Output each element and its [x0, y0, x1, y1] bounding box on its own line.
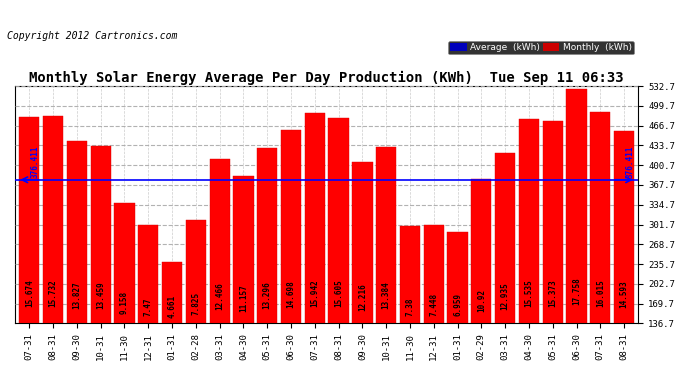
Bar — [376, 147, 396, 323]
Bar — [305, 113, 325, 323]
Bar — [495, 153, 515, 323]
Bar — [162, 262, 182, 323]
Text: 376.411: 376.411 — [625, 146, 634, 178]
Text: 15.535: 15.535 — [524, 279, 533, 307]
Text: 7.825: 7.825 — [191, 292, 200, 315]
Bar — [400, 226, 420, 323]
Bar — [519, 118, 539, 323]
Bar — [186, 220, 206, 323]
Bar — [566, 89, 586, 323]
Text: 12.935: 12.935 — [501, 282, 510, 310]
Text: 15.942: 15.942 — [310, 279, 319, 307]
Bar — [67, 141, 87, 323]
Bar — [257, 148, 277, 323]
Text: 15.373: 15.373 — [549, 279, 558, 307]
Text: 376.411: 376.411 — [30, 146, 39, 178]
Bar — [614, 131, 634, 323]
Text: 7.38: 7.38 — [406, 297, 415, 316]
Text: 12.216: 12.216 — [358, 283, 367, 310]
Bar — [43, 116, 63, 323]
Text: 12.466: 12.466 — [215, 282, 224, 310]
Text: 7.448: 7.448 — [429, 292, 438, 315]
Text: 6.959: 6.959 — [453, 293, 462, 316]
Text: 15.674: 15.674 — [25, 279, 34, 307]
Bar — [210, 159, 230, 323]
Text: 13.384: 13.384 — [382, 282, 391, 309]
Bar — [138, 225, 159, 323]
Text: 11.157: 11.157 — [239, 284, 248, 312]
Text: 14.698: 14.698 — [286, 280, 295, 308]
Text: Copyright 2012 Cartronics.com: Copyright 2012 Cartronics.com — [7, 32, 177, 41]
Bar — [471, 180, 491, 323]
Text: 9.158: 9.158 — [120, 291, 129, 314]
Title: Monthly Solar Energy Average Per Day Production (KWh)  Tue Sep 11 06:33: Monthly Solar Energy Average Per Day Pro… — [30, 71, 624, 85]
Bar — [424, 225, 444, 323]
Text: 15.732: 15.732 — [48, 279, 57, 307]
Text: 14.593: 14.593 — [620, 280, 629, 308]
Bar — [542, 121, 563, 323]
Bar — [19, 117, 39, 323]
Bar — [353, 162, 373, 323]
Text: 13.827: 13.827 — [72, 281, 81, 309]
Text: 10.92: 10.92 — [477, 289, 486, 312]
Bar — [590, 112, 611, 323]
Text: 13.296: 13.296 — [263, 282, 272, 309]
Bar — [233, 176, 253, 323]
Bar — [115, 202, 135, 323]
Text: 4.661: 4.661 — [168, 296, 177, 318]
Bar — [281, 130, 301, 323]
Text: 13.459: 13.459 — [96, 282, 105, 309]
Text: 15.605: 15.605 — [334, 279, 343, 307]
Bar — [447, 232, 468, 323]
Legend: Average  (kWh), Monthly  (kWh): Average (kWh), Monthly (kWh) — [448, 41, 634, 54]
Bar — [328, 118, 348, 323]
Text: 16.015: 16.015 — [596, 279, 605, 306]
Text: 7.47: 7.47 — [144, 297, 152, 315]
Text: 17.758: 17.758 — [572, 277, 581, 304]
Bar — [90, 146, 111, 323]
